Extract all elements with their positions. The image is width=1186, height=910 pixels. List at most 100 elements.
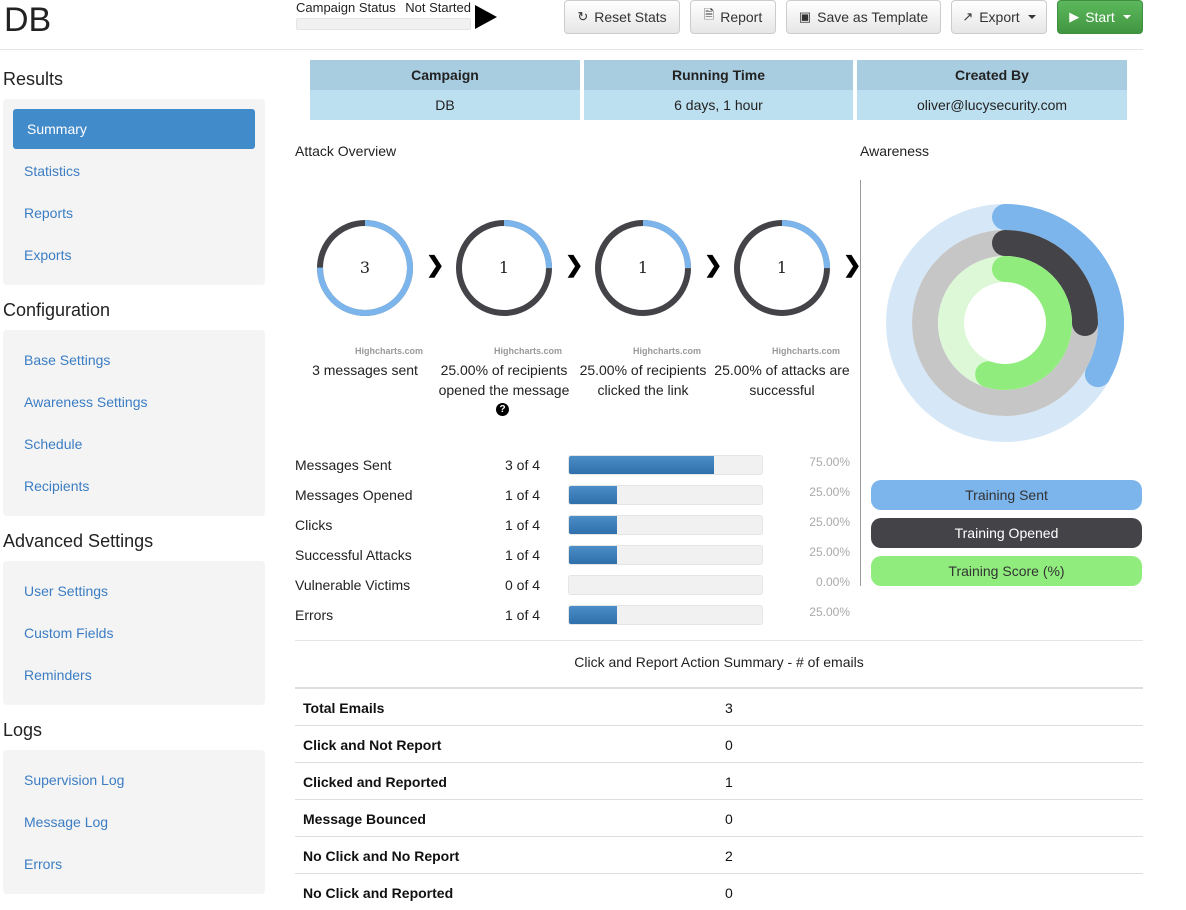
reset-stats-button[interactable]: ↻ Reset Stats — [564, 0, 680, 34]
stat-label: Vulnerable Victims — [295, 577, 411, 593]
highcharts-credit[interactable]: Highcharts.com — [494, 346, 563, 356]
stat-progress-bar — [568, 545, 763, 565]
stat-progress-fill — [569, 606, 618, 624]
sidebar-item-reminders[interactable]: Reminders — [24, 667, 92, 683]
summary-key: Message Bounced — [303, 811, 426, 827]
stat-progress-bar — [568, 515, 763, 535]
attack-donut-2 — [456, 220, 552, 316]
save-as-template-button[interactable]: ▣ Save as Template — [786, 0, 941, 34]
training-opened-ring — [912, 230, 1098, 416]
summary-key: Total Emails — [303, 700, 385, 716]
summary-value: 3 — [725, 700, 733, 716]
stat-percent: 25.00% — [809, 485, 850, 499]
stat-row: Errors 1 of 4 25.00% — [295, 605, 855, 627]
info-header-created-by: Created By — [857, 60, 1127, 90]
info-header-running-time: Running Time — [584, 60, 853, 90]
sidebar-item-errors[interactable]: Errors — [24, 856, 63, 872]
sidebar-item-exports[interactable]: Exports — [24, 247, 72, 263]
sidebar-item-schedule[interactable]: Schedule — [24, 436, 83, 452]
table-row: No Click and Reported 0 — [295, 874, 1143, 910]
stat-row: Successful Attacks 1 of 4 25.00% — [295, 545, 855, 567]
summary-value: 2 — [725, 848, 733, 864]
stat-percent: 25.00% — [809, 545, 850, 559]
campaign-info-table: Campaign DB Running Time 6 days, 1 hour … — [310, 60, 1127, 120]
stat-count: 1 of 4 — [505, 607, 541, 623]
play-icon[interactable] — [475, 5, 497, 29]
table-row: No Click and No Report 2 — [295, 837, 1143, 874]
campaign-status-bar — [296, 18, 471, 30]
sidebar-item-message-log[interactable]: Message Log — [24, 814, 109, 830]
donut-caption: 3 messages sent — [312, 362, 418, 378]
floppy-disk-icon: ▣ — [798, 9, 812, 24]
donut-caption: 25.00% of recipients opened the message — [438, 362, 570, 398]
donut-value: 1 — [776, 258, 788, 277]
donut-arc — [317, 220, 413, 316]
export-dropdown-button[interactable]: ↗ Export — [951, 0, 1047, 34]
table-row: Clicked and Reported 1 — [295, 763, 1143, 800]
sidebar-item-statistics[interactable]: Statistics — [24, 163, 81, 179]
file-icon: 🗎 — [703, 7, 715, 22]
donut-value: 1 — [498, 258, 510, 277]
save-as-template-label: Save as Template — [817, 9, 929, 25]
stat-progress-fill — [569, 516, 618, 534]
start-dropdown-button[interactable]: ▶ Start — [1057, 0, 1143, 34]
highcharts-credit[interactable]: Highcharts.com — [355, 346, 424, 356]
donut-caption: 25.00% of recipients clicked the link — [579, 362, 707, 398]
report-button[interactable]: 🗎 Report — [690, 0, 776, 34]
legend-training-opened[interactable]: Training Opened — [871, 518, 1142, 548]
sidebar-item-base-settings[interactable]: Base Settings — [24, 352, 111, 368]
info-value-running-time: 6 days, 1 hour — [584, 90, 853, 120]
stat-row: Clicks 1 of 4 25.00% — [295, 515, 855, 537]
attack-overview-title: Attack Overview — [295, 143, 397, 159]
stat-row: Vulnerable Victims 0 of 4 0.00% — [295, 575, 855, 597]
highcharts-credit[interactable]: Highcharts.com — [772, 346, 841, 356]
legend-training-score[interactable]: Training Score (%) — [871, 556, 1142, 586]
awareness-title: Awareness — [860, 143, 930, 159]
summary-key: No Click and No Report — [303, 848, 460, 864]
stat-row: Messages Sent 3 of 4 75.00% — [295, 455, 855, 477]
sidebar-box-advanced — [3, 561, 265, 705]
sidebar-item-recipients[interactable]: Recipients — [24, 478, 90, 494]
stat-percent: 25.00% — [809, 605, 850, 619]
page-title: DB — [4, 1, 52, 39]
table-row: Message Bounced 0 — [295, 800, 1143, 837]
chevron-right-icon: ❯ — [565, 252, 584, 277]
stat-count: 0 of 4 — [505, 577, 541, 593]
vertical-divider — [860, 180, 861, 586]
sidebar-item-supervision-log[interactable]: Supervision Log — [24, 772, 125, 788]
stat-percent: 0.00% — [815, 575, 850, 589]
campaign-status-label: Campaign Status — [296, 0, 396, 15]
stat-count: 1 of 4 — [505, 547, 541, 563]
training-score-ring — [938, 256, 1072, 390]
chevron-right-icon: ❯ — [426, 252, 445, 277]
sidebar-box-configuration — [3, 330, 265, 516]
donut-value: 1 — [637, 258, 649, 277]
attack-donut-1 — [317, 220, 413, 316]
export-icon: ↗ — [962, 9, 974, 24]
training-sent-ring — [886, 204, 1124, 442]
donut-arc — [595, 220, 691, 316]
stat-count: 1 of 4 — [505, 487, 541, 503]
stat-row: Messages Opened 1 of 4 25.00% — [295, 485, 855, 507]
sidebar-item-user-settings[interactable]: User Settings — [24, 583, 109, 599]
summary-table: Total Emails 3 Click and Not Report 0 Clicke… — [295, 687, 1143, 910]
sidebar-item-awareness-settings[interactable]: Awareness Settings — [24, 394, 148, 410]
summary-value: 0 — [725, 811, 733, 827]
help-icon[interactable]: ? — [496, 403, 509, 416]
chevron-right-icon: ❯ — [843, 252, 862, 277]
summary-key: Click and Not Report — [303, 737, 442, 753]
info-value-created-by: oliver@lucysecurity.com — [857, 90, 1127, 120]
sidebar-item-summary[interactable]: Summary — [13, 109, 255, 149]
sidebar-item-reports[interactable]: Reports — [24, 205, 74, 221]
legend-training-sent[interactable]: Training Sent — [871, 480, 1142, 510]
section-divider — [295, 640, 1143, 641]
highcharts-credit[interactable]: Highcharts.com — [633, 346, 702, 356]
summary-value: 0 — [725, 885, 733, 901]
report-label: Report — [720, 9, 763, 25]
sidebar-item-custom-fields[interactable]: Custom Fields — [24, 625, 114, 641]
donut-value: 3 — [359, 258, 371, 277]
stat-progress-bar — [568, 485, 763, 505]
info-value-campaign: DB — [310, 90, 580, 120]
play-small-icon: ▶ — [1069, 9, 1080, 24]
stat-progress-fill — [569, 486, 618, 504]
